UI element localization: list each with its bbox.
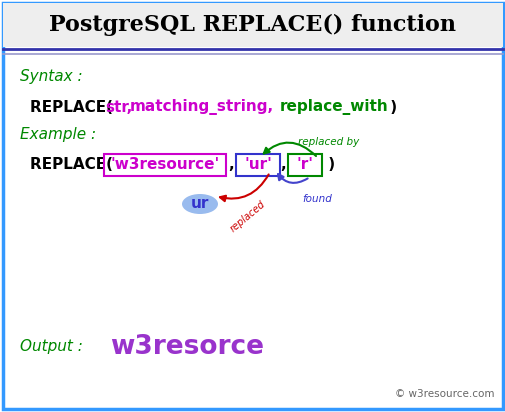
- Text: 'r': 'r': [296, 157, 313, 171]
- Text: ur: ur: [190, 197, 209, 211]
- Text: w3resorce: w3resorce: [110, 334, 264, 360]
- FancyBboxPatch shape: [3, 3, 502, 409]
- Text: replaced by: replaced by: [297, 137, 359, 147]
- Text: Example :: Example :: [20, 126, 96, 141]
- FancyArrowPatch shape: [220, 174, 268, 201]
- Text: © w3resource.com: © w3resource.com: [395, 389, 494, 399]
- Ellipse shape: [182, 194, 218, 214]
- Text: Output :: Output :: [20, 339, 83, 354]
- Text: Syntax :: Syntax :: [20, 70, 82, 84]
- Text: 'w3resource': 'w3resource': [110, 157, 219, 171]
- Text: REPLACE(: REPLACE(: [30, 157, 118, 171]
- Text: str,: str,: [105, 100, 132, 115]
- Text: 'ur': 'ur': [243, 157, 271, 171]
- Text: ,: ,: [279, 157, 285, 171]
- Text: REPLACE(: REPLACE(: [30, 100, 118, 115]
- Text: ): ): [384, 100, 396, 115]
- FancyBboxPatch shape: [3, 3, 502, 47]
- Text: replace_with: replace_with: [279, 99, 388, 115]
- Text: PostgreSQL REPLACE() function: PostgreSQL REPLACE() function: [49, 14, 456, 36]
- Text: matching_string,: matching_string,: [130, 99, 274, 115]
- Text: ): ): [322, 157, 334, 171]
- Text: replaced: replaced: [228, 199, 267, 234]
- Text: found: found: [301, 194, 331, 204]
- Text: ,: ,: [228, 157, 233, 171]
- FancyArrowPatch shape: [277, 174, 307, 183]
- FancyArrowPatch shape: [263, 143, 316, 156]
